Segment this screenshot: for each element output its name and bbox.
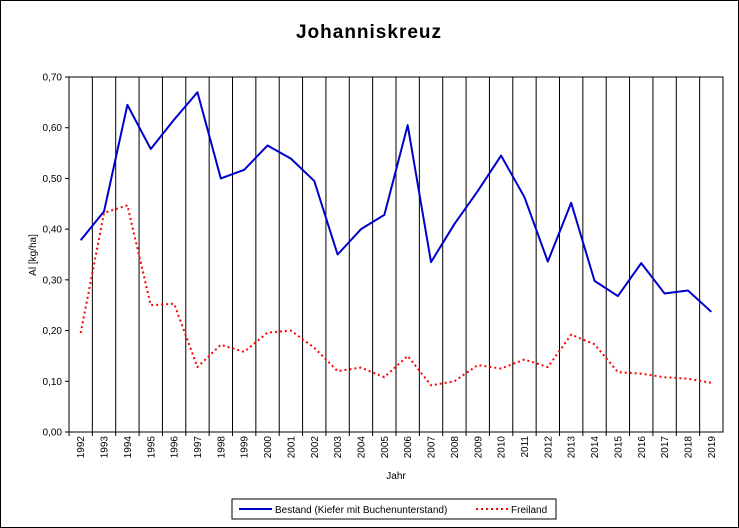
x-axis: 1992 1993 1994 1995 1996 1997 1998 1999 2000 2001…	[68, 432, 718, 459]
x-tick-label: 2004	[356, 436, 367, 459]
x-tick-label: 2007	[427, 436, 438, 459]
x-tick-label: 2014	[590, 436, 601, 459]
y-tick-label: 0,00	[43, 428, 63, 439]
x-tick-label: 2011	[520, 436, 531, 458]
x-tick-label: 2017	[660, 436, 671, 459]
x-tick-label: 2018	[683, 436, 694, 459]
x-tick-label: 2003	[333, 436, 344, 459]
legend-label-freiland: Freiland	[511, 505, 547, 516]
x-tick-label: 2016	[637, 436, 648, 459]
legend: Bestand (Kiefer mit Buchenunterstand) Fr…	[231, 498, 557, 520]
x-tick-label: 2000	[263, 436, 274, 459]
legend-label-bestand: Bestand (Kiefer mit Buchenunterstand)	[275, 505, 447, 516]
chart-title: Johanniskreuz	[296, 22, 442, 43]
x-tick-label: 2012	[543, 436, 554, 459]
x-axis-label: Jahr	[386, 471, 406, 482]
x-tick-label: 1998	[216, 436, 227, 459]
y-tick-label: 0,60	[43, 123, 63, 134]
plot-area: 0,000,100,200,300,400,500,600,70 1992 199…	[43, 73, 724, 459]
x-tick-label: 1999	[240, 436, 251, 459]
series-group	[79, 91, 712, 387]
x-tick-label: 1995	[146, 436, 157, 459]
x-tick-label: 2019	[707, 436, 718, 459]
x-tick-label: 2013	[567, 436, 578, 459]
x-tick-label: 1997	[193, 436, 204, 459]
x-tick-label: 1996	[170, 436, 181, 459]
x-tick-label: 1992	[76, 436, 87, 459]
x-tick-label: 2009	[473, 436, 484, 459]
y-tick-label: 0,30	[43, 275, 63, 286]
y-tick-label: 0,70	[43, 73, 63, 84]
x-tick-label: 2005	[380, 436, 391, 459]
y-tick-label: 0,40	[43, 225, 63, 236]
x-tick-label: 2015	[613, 436, 624, 459]
series-line-freiland	[79, 204, 712, 387]
legend-box	[231, 498, 557, 520]
y-axis: 0,00 0,10 0,20 0,30 0,40 0,50 0,60 0,70	[43, 73, 69, 439]
series-line-bestand	[79, 91, 712, 313]
x-tick-label: 2002	[310, 436, 321, 459]
y-axis-label: Al [kg/ha]	[28, 234, 39, 276]
x-tick-label: 2006	[403, 436, 414, 459]
y-tick-label: 0,10	[43, 377, 63, 388]
y-tick-label: 0,50	[43, 174, 63, 185]
x-tick-label: 2010	[497, 436, 508, 459]
x-tick-label: 1993	[100, 436, 111, 459]
x-tick-label: 2008	[450, 436, 461, 459]
y-tick-label: 0,20	[43, 326, 63, 337]
x-tick-label: 2001	[286, 436, 297, 459]
x-tick-label: 1994	[123, 436, 134, 459]
